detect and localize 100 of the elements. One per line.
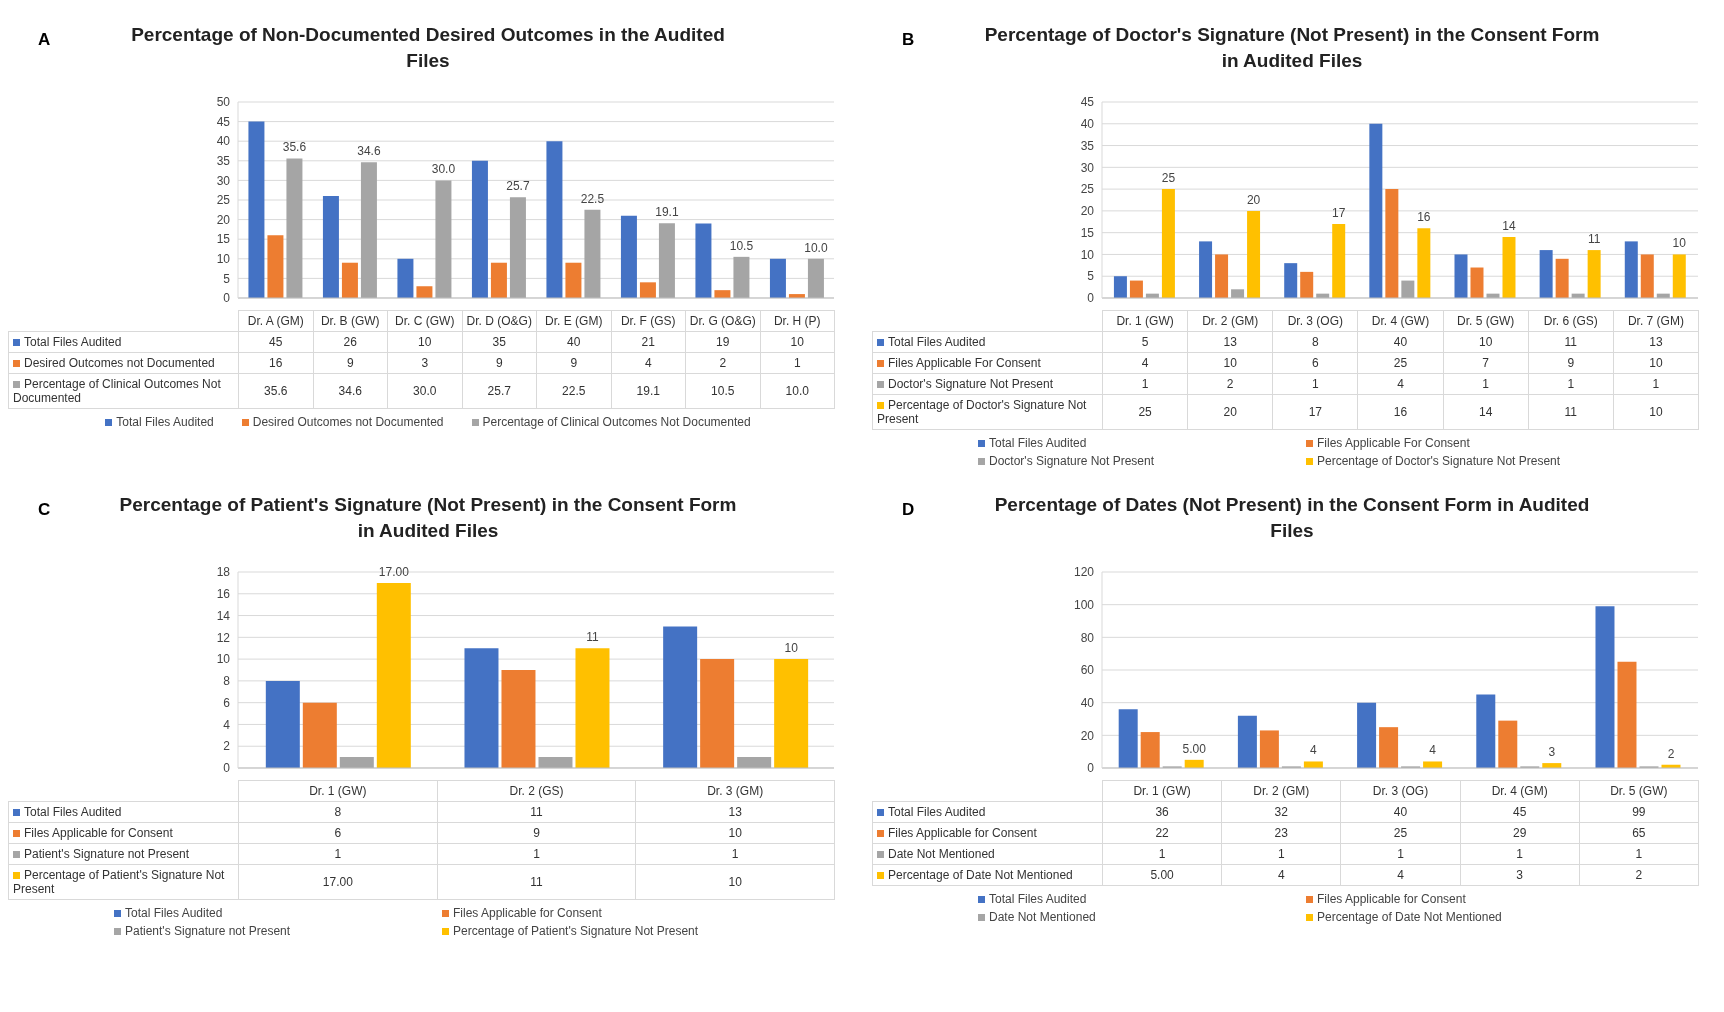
text: 11 bbox=[586, 630, 599, 645]
text: 34.6 bbox=[357, 144, 381, 159]
y-tick-label: 120 bbox=[1073, 565, 1095, 580]
text: B bbox=[902, 30, 915, 50]
y-tick-label: 10 bbox=[1080, 247, 1095, 262]
x-tick-label: Dr. 2 (GS) bbox=[437, 780, 636, 802]
data-label: 4 bbox=[1340, 864, 1461, 886]
y-tick-label: 5 bbox=[1087, 269, 1095, 284]
data-label: 30.0 bbox=[387, 373, 462, 409]
data-label: 5.00 bbox=[1102, 864, 1222, 886]
chart-title: Percentage of Non-Documented Desired Outcomes in the Audited Files bbox=[130, 23, 726, 73]
data-label: 32 bbox=[1221, 801, 1341, 823]
y-tick-label: 10 bbox=[216, 252, 231, 267]
y-tick-label: 0 bbox=[1087, 291, 1095, 306]
y-tick-label: 15 bbox=[1080, 225, 1095, 240]
text: Total Files Audited bbox=[888, 805, 986, 819]
data-label: 25 bbox=[1357, 352, 1444, 374]
text: 20 bbox=[1246, 192, 1261, 207]
legend-label: Total Files Audited bbox=[989, 892, 1087, 906]
text: Files Applicable for Consent bbox=[24, 826, 173, 840]
y-tick-label: 40 bbox=[1080, 695, 1095, 710]
text: 10.5 bbox=[729, 238, 754, 253]
y-tick-label: 0 bbox=[1087, 761, 1095, 776]
data-label: 10 bbox=[1613, 394, 1699, 430]
data-label: 10 bbox=[1443, 331, 1529, 353]
data-label: 1 bbox=[1221, 843, 1341, 865]
legend-label: Doctor's Signature Not Present bbox=[872, 373, 1103, 395]
legend-label: Date Not Mentioned bbox=[989, 910, 1096, 924]
data-label: 5 bbox=[1102, 331, 1188, 353]
legend-label: Percentage of Clinical Outcomes Not Documented bbox=[8, 373, 239, 409]
text: Percentage of Clinical Outcomes Not Documented bbox=[482, 415, 751, 429]
y-tick-label: 5 bbox=[223, 271, 231, 286]
data-label: 6 bbox=[238, 822, 438, 844]
data-label: 29 bbox=[1460, 822, 1580, 844]
data-label: 40 bbox=[1340, 801, 1461, 823]
x-tick-label: Dr. 3 (OG) bbox=[1340, 780, 1461, 802]
x-tick-label: Dr. C (GW) bbox=[387, 310, 462, 332]
y-tick-label: 12 bbox=[216, 630, 231, 645]
data-label: 45 bbox=[238, 331, 313, 353]
data-label: 1 bbox=[1272, 373, 1358, 395]
data-label: 1 bbox=[437, 843, 636, 865]
x-tick-label: Dr. F (GS) bbox=[611, 310, 686, 332]
legend-label: Total Files Audited bbox=[872, 331, 1103, 353]
y-tick-label: 14 bbox=[216, 608, 231, 623]
data-label: 65 bbox=[1579, 822, 1699, 844]
y-tick-label: 2 bbox=[223, 739, 231, 754]
legend-label: Desired Outcomes not Documented bbox=[8, 352, 239, 374]
legend-label: Patient's Signature not Present bbox=[125, 924, 291, 938]
y-tick-label: 6 bbox=[223, 695, 231, 710]
data-label: 11 bbox=[437, 801, 636, 823]
legend-label: Total Files Audited bbox=[125, 906, 223, 920]
data-label: 13 bbox=[1613, 331, 1699, 353]
text: 14 bbox=[1502, 219, 1516, 234]
text: 30.0 bbox=[431, 162, 456, 177]
data-label: 9 bbox=[462, 352, 537, 374]
data-label: 40 bbox=[1357, 331, 1444, 353]
data-label: 10 bbox=[387, 331, 462, 353]
text: 10 bbox=[1672, 236, 1686, 251]
y-tick-label: 60 bbox=[1080, 663, 1095, 678]
data-label: 34.6 bbox=[313, 373, 388, 409]
data-label: 1 bbox=[1460, 843, 1580, 865]
data-label: 26 bbox=[313, 331, 388, 353]
data-label: 9 bbox=[313, 352, 388, 374]
y-tick-label: 8 bbox=[223, 674, 231, 689]
data-label: 9 bbox=[1528, 352, 1614, 374]
legend-label: Percentage of Date Not Mentioned bbox=[1317, 910, 1502, 924]
y-tick-label: 45 bbox=[1080, 95, 1095, 110]
data-label: 4 bbox=[1221, 864, 1341, 886]
data-label: 1 bbox=[1528, 373, 1614, 395]
y-tick-label: 0 bbox=[223, 291, 231, 306]
chart-title: Percentage of Doctor's Signature (Not Present) in the Consent Form in Audited Files bbox=[983, 23, 1601, 73]
text: Desired Outcomes not Documented bbox=[252, 415, 444, 429]
data-label: 8 bbox=[238, 801, 438, 823]
text: 17 bbox=[1332, 205, 1346, 220]
text: 4 bbox=[1429, 743, 1436, 758]
data-label: 1 bbox=[1579, 843, 1699, 865]
data-label: 4 bbox=[611, 352, 686, 374]
y-tick-label: 10 bbox=[216, 652, 231, 667]
x-tick-label: Dr. 3 (OG) bbox=[1272, 310, 1358, 332]
data-label: 8 bbox=[1272, 331, 1358, 353]
text: Percentage of Date Not Mentioned bbox=[888, 868, 1073, 882]
data-label: 35 bbox=[462, 331, 537, 353]
data-label: 10 bbox=[635, 822, 835, 844]
data-label: 21 bbox=[611, 331, 686, 353]
x-tick-label: Dr. E (GM) bbox=[536, 310, 611, 332]
data-label: 20 bbox=[1187, 394, 1273, 430]
x-tick-label: Dr. 2 (GM) bbox=[1221, 780, 1341, 802]
text: Percentage of Doctor's Signature Not Present bbox=[1317, 454, 1561, 468]
data-label: 2 bbox=[1579, 864, 1699, 886]
data-label: 11 bbox=[1528, 331, 1614, 353]
data-label: 9 bbox=[437, 822, 636, 844]
x-tick-label: Dr. 3 (GM) bbox=[635, 780, 835, 802]
data-label: 1 bbox=[1443, 373, 1529, 395]
data-label: 11 bbox=[1528, 394, 1614, 430]
y-tick-label: 100 bbox=[1073, 597, 1095, 612]
data-label: 13 bbox=[635, 801, 835, 823]
y-tick-label: 25 bbox=[1080, 182, 1095, 197]
x-tick-label: Dr. H (P) bbox=[760, 310, 835, 332]
y-tick-label: 0 bbox=[223, 761, 231, 776]
data-label: 17.00 bbox=[238, 864, 438, 900]
